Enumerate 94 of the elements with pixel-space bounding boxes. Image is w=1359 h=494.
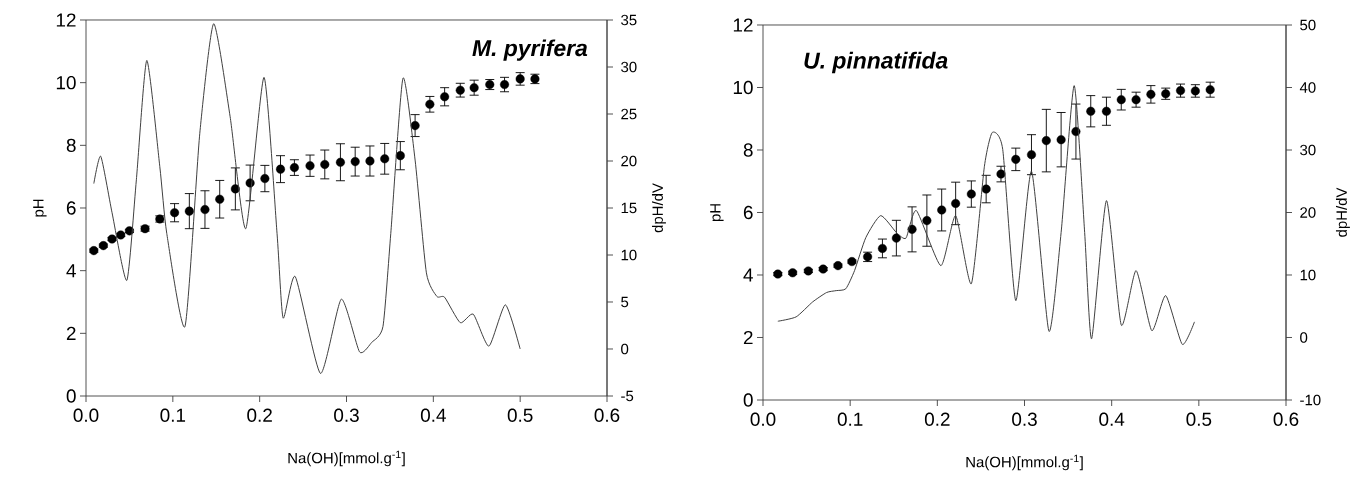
y-tick-label: 6 (66, 201, 76, 215)
y-tick-label: 10 (56, 75, 76, 90)
point (937, 205, 947, 215)
x-tick-label: 0.5 (507, 408, 533, 422)
point (1086, 106, 1096, 116)
y-axis-title: pH (33, 199, 47, 217)
y2-tick-label: 20 (621, 155, 637, 167)
point (996, 169, 1006, 179)
point (200, 205, 210, 215)
point (320, 159, 330, 169)
point (170, 208, 180, 218)
y-tick-label: 10 (733, 80, 753, 95)
y2-tick-label: 10 (1300, 269, 1316, 281)
point (1131, 95, 1141, 105)
x-axis-title: Na(OH)[mmol.g$^{-1}$] (966, 454, 1083, 471)
point (335, 157, 345, 167)
x-tick-label: 0.2 (924, 412, 950, 426)
annotation: U. pinnatifida (804, 51, 948, 74)
y-tick-label: 8 (66, 138, 76, 153)
y2-tick-label: 50 (1300, 19, 1316, 31)
y2-tick-label: 30 (1300, 144, 1316, 156)
x-tick-label: 0.0 (73, 408, 99, 422)
point (350, 157, 360, 167)
y-tick-label: 2 (66, 326, 76, 340)
point (1146, 89, 1156, 99)
y-tick-label: 4 (66, 264, 76, 278)
x-tick-label: 0.6 (1273, 412, 1299, 426)
point (305, 161, 315, 171)
x-tick-label: 0.1 (160, 408, 186, 422)
y2-axis-title: dpH/dV (651, 183, 666, 233)
y2-tick-label: 30 (621, 61, 637, 73)
y2-tick-label: 0 (621, 343, 629, 355)
point (907, 224, 917, 234)
point (966, 189, 976, 199)
y-tick-label: 2 (743, 330, 753, 345)
point (981, 184, 991, 194)
x-tick-label: 0.3 (1012, 412, 1037, 426)
point (788, 268, 798, 278)
point (215, 194, 225, 204)
point (425, 99, 435, 109)
point (365, 156, 375, 166)
y-tick-label: 4 (743, 268, 753, 282)
y-tick-label: 8 (743, 143, 753, 157)
y2-tick-label: 0 (1300, 332, 1308, 343)
point (951, 198, 961, 208)
point (1041, 136, 1051, 146)
x-tick-label: 0.4 (1099, 412, 1125, 426)
y2-tick-label: 15 (621, 202, 637, 214)
point (847, 257, 857, 267)
point (1011, 154, 1021, 164)
y2-tick-label: 40 (1299, 82, 1316, 93)
point (1056, 135, 1066, 145)
y2-tick-label: 10 (621, 249, 637, 261)
point (1116, 95, 1126, 105)
x-tick-label: 0.1 (837, 412, 863, 426)
point (1205, 85, 1215, 95)
x-tick-label: 0.0 (750, 412, 776, 426)
point (469, 83, 479, 93)
x-tick-label: 0.5 (1186, 412, 1212, 426)
y-tick-label: 0 (743, 393, 753, 407)
point (276, 164, 286, 174)
y2-tick-label: 35 (621, 14, 637, 26)
y-axis-title: pH (710, 204, 724, 222)
y-tick-label: 12 (733, 18, 753, 32)
point (1026, 150, 1036, 160)
point (184, 206, 194, 216)
point (1101, 106, 1111, 116)
x-tick-label: 0.6 (594, 408, 620, 422)
point (773, 269, 783, 279)
y2-tick-label: 5 (621, 296, 629, 308)
point (500, 80, 510, 90)
y-tick-label: 12 (56, 13, 76, 27)
y-tick-label: 6 (743, 205, 753, 220)
point (380, 154, 390, 164)
point (891, 233, 901, 243)
y2-axis-title: dpH/dV (1335, 187, 1350, 237)
point (260, 174, 270, 184)
x-tick-label: 0.4 (420, 408, 446, 422)
point (440, 92, 450, 102)
y2-tick-label: -10 (1300, 394, 1321, 406)
y2-tick-label: -5 (621, 390, 634, 402)
point (410, 121, 420, 131)
x-tick-label: 0.3 (334, 408, 359, 422)
annotation: M. pyrifera (472, 39, 588, 61)
line-series (777, 85, 1195, 345)
point (395, 151, 405, 161)
y2-tick-label: 20 (1300, 207, 1316, 218)
point (877, 243, 887, 253)
point (289, 163, 299, 173)
y2-tick-label: 25 (621, 108, 637, 120)
point (922, 216, 932, 226)
x-tick-label: 0.2 (247, 408, 272, 422)
x-axis-title: Na(OH)[mmol.g$^{-1}$] (288, 450, 405, 467)
y-tick-label: 0 (66, 389, 76, 403)
